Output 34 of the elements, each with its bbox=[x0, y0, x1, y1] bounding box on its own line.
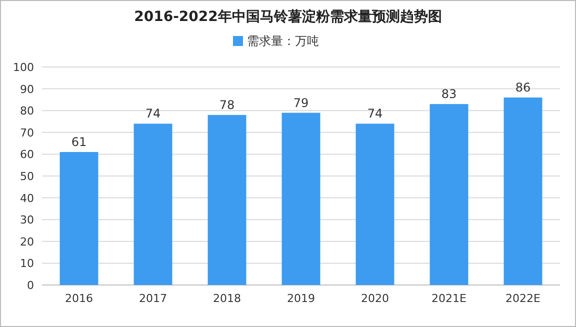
bar bbox=[356, 124, 394, 285]
y-tick-label: 100 bbox=[13, 61, 34, 74]
y-tick-label: 80 bbox=[20, 104, 34, 118]
data-label: 78 bbox=[219, 98, 235, 112]
bar bbox=[430, 104, 468, 285]
y-tick-label: 90 bbox=[20, 82, 34, 96]
chart-title: 2016-2022年中国马铃薯淀粉需求量预测趋势图 bbox=[134, 8, 442, 25]
data-label: 74 bbox=[145, 106, 161, 121]
y-tick-label: 10 bbox=[20, 257, 34, 270]
bar bbox=[504, 98, 542, 285]
bar bbox=[208, 114, 246, 285]
bar bbox=[134, 124, 172, 285]
data-label: 61 bbox=[71, 135, 87, 150]
x-tick-label: 2021E bbox=[432, 292, 467, 305]
y-tick-label: 40 bbox=[20, 192, 34, 205]
data-label: 79 bbox=[293, 96, 309, 110]
x-tick-label: 2018 bbox=[213, 292, 241, 305]
x-tick-label: 2022E bbox=[506, 292, 541, 305]
bar bbox=[282, 112, 320, 285]
y-tick-label: 20 bbox=[20, 235, 34, 248]
data-label: 86 bbox=[515, 80, 531, 95]
bar bbox=[60, 152, 98, 285]
y-tick-label: 30 bbox=[20, 214, 34, 227]
x-tick-label: 2017 bbox=[139, 292, 167, 305]
y-tick-label: 50 bbox=[20, 170, 34, 183]
data-label: 74 bbox=[367, 106, 383, 121]
y-tick-label: 0 bbox=[27, 279, 34, 292]
x-tick-label: 2019 bbox=[287, 292, 315, 305]
x-tick-label: 2020 bbox=[361, 292, 389, 305]
x-tick-label: 2016 bbox=[65, 292, 93, 305]
data-label: 83 bbox=[441, 87, 457, 102]
y-tick-label: 70 bbox=[20, 126, 34, 140]
y-tick-label: 60 bbox=[20, 148, 34, 162]
legend-label: 需求量：万吨 bbox=[247, 34, 319, 48]
